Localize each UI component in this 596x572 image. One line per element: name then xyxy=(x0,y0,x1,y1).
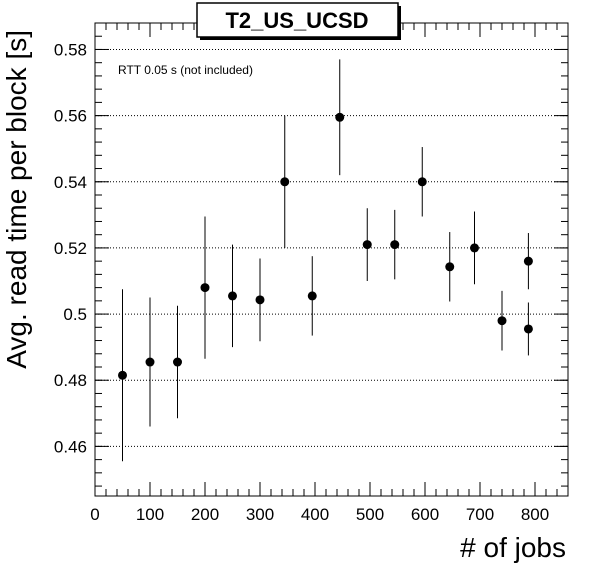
data-point xyxy=(200,283,210,293)
x-tick-label: 0 xyxy=(90,505,99,524)
x-tick-label: 200 xyxy=(191,505,219,524)
y-tick-label: 0.52 xyxy=(54,239,87,258)
data-point xyxy=(362,240,372,250)
data-point xyxy=(145,357,155,367)
x-axis-label: # of jobs xyxy=(460,532,566,563)
x-tick-label: 600 xyxy=(411,505,439,524)
data-point xyxy=(523,324,533,334)
data-point xyxy=(335,112,345,122)
x-tick-label: 500 xyxy=(356,505,384,524)
chart-title: T2_US_UCSD xyxy=(225,8,368,33)
y-axis-label: Avg. read time per block [s] xyxy=(1,30,32,369)
title-box: T2_US_UCSD xyxy=(196,2,401,40)
grid-lines xyxy=(95,48,568,447)
x-tick-label: 700 xyxy=(466,505,494,524)
data-point xyxy=(307,291,317,301)
data-point xyxy=(470,243,479,253)
x-tick-label: 300 xyxy=(246,505,274,524)
y-tick-label: 0.48 xyxy=(54,371,87,390)
plot-frame xyxy=(94,22,569,497)
data-point xyxy=(173,357,182,367)
data-point xyxy=(523,256,533,266)
y-tick-label: 0.58 xyxy=(54,40,87,59)
data-points xyxy=(118,59,533,462)
rtt-annotation: RTT 0.05 s (not included) xyxy=(118,63,253,77)
y-tick-label: 0.5 xyxy=(63,305,87,324)
x-tick-label: 100 xyxy=(136,505,164,524)
data-point xyxy=(445,262,455,272)
axis-ticks xyxy=(94,22,569,496)
data-point xyxy=(390,240,400,250)
x-tick-label: 400 xyxy=(301,505,329,524)
data-point xyxy=(497,316,507,326)
data-point xyxy=(118,370,127,380)
y-tick-label: 0.46 xyxy=(54,437,87,456)
x-tick-label: 800 xyxy=(521,505,549,524)
data-point xyxy=(417,177,427,187)
tick-labels: 0.46 0.48 0.5 0.52 0.54 0.56 0.58 0 100 200 300 400… xyxy=(54,40,549,524)
y-tick-label: 0.54 xyxy=(54,173,87,192)
data-point xyxy=(255,295,265,305)
data-point xyxy=(228,291,237,301)
y-tick-label: 0.56 xyxy=(54,107,87,126)
data-point xyxy=(280,177,290,187)
